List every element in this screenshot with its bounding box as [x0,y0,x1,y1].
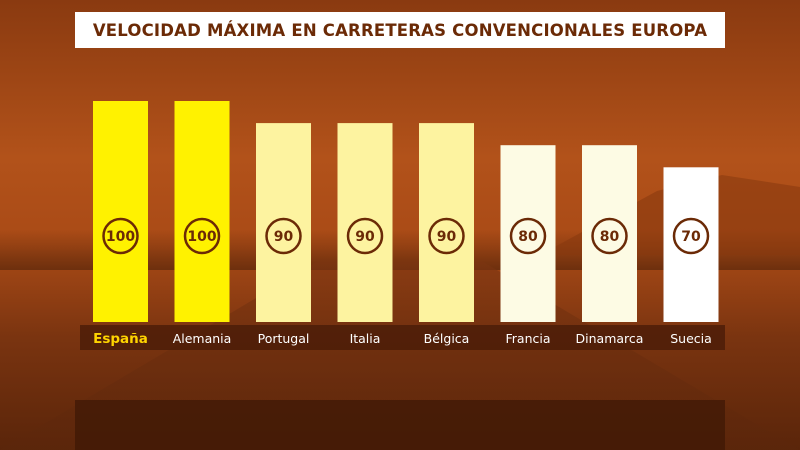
category-label: Alemania [173,331,232,346]
speed-sign-ring [509,217,547,255]
bar-españa [93,101,148,322]
speed-sign-ring [591,217,628,255]
category-label: Suecia [670,331,712,346]
chart-title-box: VELOCIDAD MÁXIMA EN CARRETERAS CONVENCIO… [75,12,725,48]
category-label: Italia [350,331,381,346]
data-label: 80 [600,229,620,245]
category-label: España [93,331,148,347]
data-label: 90 [437,229,457,245]
data-label: 100 [106,229,135,245]
speed-sign-ring [265,217,302,255]
speed-sign-ring [672,217,710,255]
bar-dinamarca [582,145,637,322]
category-label: Dinamarca [576,331,644,346]
bar-francia [500,145,556,322]
speed-sign-ring [428,217,465,255]
bottom-band [75,400,725,450]
bar-portugal [256,123,311,322]
category-label: Francia [505,331,550,346]
data-label: 70 [681,229,701,245]
chart-title: VELOCIDAD MÁXIMA EN CARRETERAS CONVENCIO… [92,20,708,40]
data-label: 90 [274,229,294,245]
bar-alemania [174,101,230,322]
bar-suecia [663,167,719,322]
speed-sign-ring [183,217,221,255]
category-label: Bélgica [424,331,470,346]
data-label: 100 [187,229,216,245]
bar-bélgica [419,123,474,322]
category-label: Portugal [258,331,310,346]
speed-sign-ring [346,217,384,255]
speed-sign-ring [102,217,139,255]
data-label: 80 [518,229,538,245]
data-label: 90 [355,229,375,245]
label-band [80,325,725,350]
bar-italia [337,123,393,322]
